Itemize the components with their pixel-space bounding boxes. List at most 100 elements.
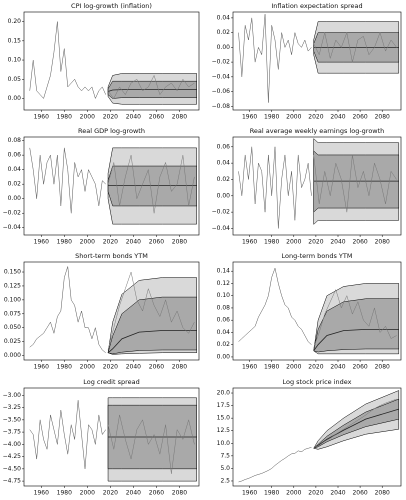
y-tick-label: 0.12 (217, 280, 231, 287)
x-tick-label: 2020 (308, 364, 323, 371)
chart-title: Log credit spread (83, 378, 139, 386)
y-tick-label: 0.125 (4, 282, 21, 289)
x-tick-label: 2040 (126, 114, 141, 121)
y-tick-label: 10.0 (217, 440, 231, 447)
y-tick-label: 12.5 (217, 427, 231, 434)
x-tick-label: 2080 (375, 114, 390, 121)
y-tick-label: −0.02 (3, 210, 22, 217)
data-line (107, 155, 195, 214)
y-tick-label: 0.02 (8, 181, 22, 188)
y-tick-label: −4.75 (3, 478, 22, 485)
axes-frame (232, 261, 402, 361)
x-tick-label: 1960 (242, 490, 257, 497)
x-tick-label: 1980 (264, 490, 279, 497)
x-tick-label: 1960 (34, 364, 49, 371)
y-tick-label: 0.08 (217, 304, 231, 311)
y-tick-label: 0.10 (217, 292, 231, 299)
data-line (29, 266, 106, 353)
y-tick-label: 0.10 (8, 57, 22, 64)
x-tick-label: 2000 (80, 239, 95, 246)
x-tick-label: 2080 (172, 114, 187, 121)
y-tick-label: −0.04 (3, 224, 22, 231)
x-tick-label: 1980 (264, 364, 279, 371)
chart-title: Short-term bonds YTM (75, 252, 148, 260)
x-tick-label: 1980 (264, 114, 279, 121)
data-line (29, 400, 106, 469)
chart-title: Real average weekly earnings log-growth (250, 127, 385, 135)
x-tick-label: 2040 (330, 490, 345, 497)
y-tick-label: 0.00 (217, 353, 231, 360)
x-tick-label: 2000 (286, 490, 301, 497)
chart-title: Inflation expectation spread (271, 2, 362, 10)
y-tick-label: 0.025 (4, 338, 21, 345)
y-tick-label: 7.5 (220, 452, 230, 459)
x-tick-label: 2060 (352, 114, 367, 121)
data-line (107, 271, 195, 351)
y-tick-label: −0.02 (212, 59, 231, 66)
data-line (313, 288, 397, 348)
y-tick-label: 0.02 (217, 176, 231, 183)
y-tick-label: 0.04 (217, 14, 231, 21)
x-tick-label: 2020 (103, 239, 118, 246)
chart-title: Real GDP log-growth (78, 127, 145, 135)
band (107, 296, 197, 355)
y-tick-label: 15.0 (217, 415, 231, 422)
y-tick-label: −0.04 (212, 73, 231, 80)
data-line (29, 21, 106, 100)
x-tick-label: 1980 (57, 364, 72, 371)
x-tick-label: 1980 (57, 114, 72, 121)
y-tick-label: −0.02 (212, 209, 231, 216)
axes-frame (23, 387, 200, 487)
band (313, 298, 400, 353)
y-tick-label: 0.20 (8, 18, 22, 25)
x-tick-label: 2020 (308, 239, 323, 246)
x-tick-label: 2080 (375, 490, 390, 497)
x-tick-label: 2040 (126, 364, 141, 371)
y-tick-label: 0.05 (8, 76, 22, 83)
y-tick-label: −0.04 (212, 225, 231, 232)
y-tick-label: −3.75 (3, 429, 22, 436)
x-tick-label: 2080 (375, 364, 390, 371)
x-tick-label: 2000 (80, 364, 95, 371)
x-tick-label: 2020 (103, 364, 118, 371)
x-tick-label: 1980 (264, 239, 279, 246)
band (313, 150, 400, 213)
axes-frame (232, 136, 402, 236)
x-tick-label: 2040 (330, 114, 345, 121)
y-tick-label: 0.04 (8, 166, 22, 173)
x-tick-label: 2060 (149, 114, 164, 121)
y-tick-label: 0.08 (8, 137, 22, 144)
data-line (238, 146, 312, 229)
y-tick-label: −3.00 (3, 392, 22, 399)
x-tick-label: 2080 (172, 490, 187, 497)
x-tick-label: 2020 (308, 114, 323, 121)
x-tick-label: 2020 (308, 490, 323, 497)
x-tick-label: 2040 (126, 239, 141, 246)
y-tick-label: −0.08 (212, 103, 231, 110)
y-tick-label: 0.15 (8, 37, 22, 44)
data-line (238, 267, 312, 345)
y-tick-label: 0.075 (4, 310, 21, 317)
y-tick-label: 0.06 (8, 152, 22, 159)
y-tick-label: 0.000 (4, 352, 21, 359)
x-tick-label: 2000 (80, 490, 95, 497)
data-line (313, 154, 397, 213)
data-line (238, 14, 312, 103)
x-tick-label: 2040 (330, 239, 345, 246)
data-line (107, 330, 197, 354)
y-tick-label: 0.06 (217, 317, 231, 324)
x-tick-label: 2060 (352, 239, 367, 246)
y-tick-label: 0.14 (217, 268, 231, 275)
x-tick-label: 2020 (103, 490, 118, 497)
x-tick-label: 1960 (34, 490, 49, 497)
y-tick-label: 0.02 (217, 29, 231, 36)
axes-frame (23, 136, 200, 236)
y-tick-label: 0.150 (4, 269, 21, 276)
chart-title: Long-term bonds YTM (282, 252, 353, 260)
y-tick-label: 0.00 (217, 192, 231, 199)
x-tick-label: 1980 (57, 490, 72, 497)
x-tick-label: 2000 (286, 239, 301, 246)
x-tick-label: 2060 (149, 239, 164, 246)
x-tick-label: 2060 (352, 490, 367, 497)
